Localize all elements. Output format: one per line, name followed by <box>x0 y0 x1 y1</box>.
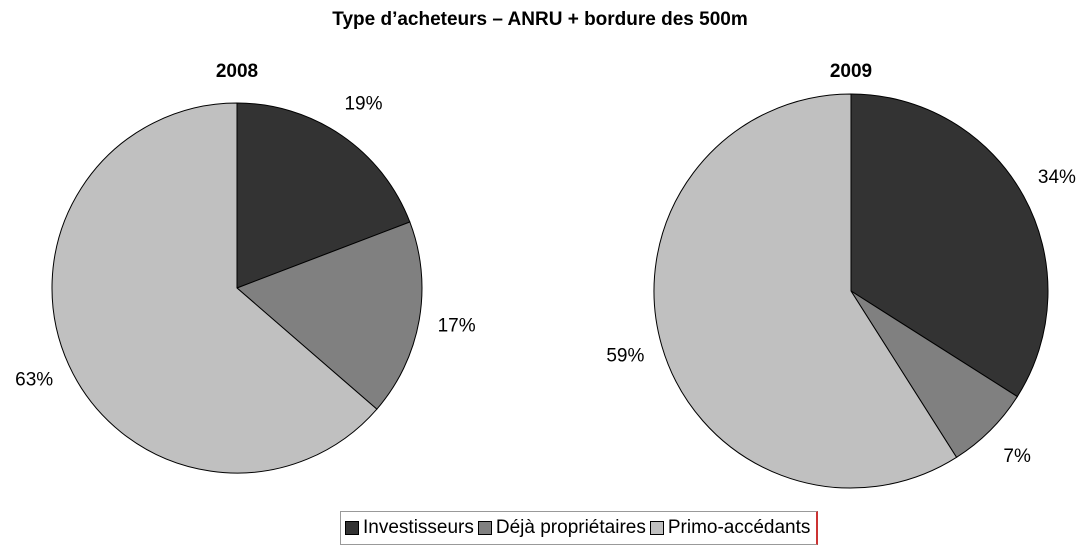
legend-item: Primo-accédants <box>649 517 811 539</box>
legend-label: Primo-accédants <box>667 517 811 538</box>
data-label: 59% <box>606 346 644 367</box>
legend-label: Investisseurs <box>363 517 474 538</box>
pie-title: 2009 <box>830 61 872 82</box>
legend-swatch <box>649 521 664 535</box>
pie-slice <box>51 102 378 474</box>
data-label: 19% <box>344 93 382 114</box>
legend-item: Déjà propriétaires <box>477 517 646 539</box>
data-label: 34% <box>1038 167 1076 188</box>
legend-label: Déjà propriétaires <box>495 517 646 538</box>
pie-slice <box>653 93 958 489</box>
pie-slice <box>850 93 1049 398</box>
pie-slice <box>236 102 411 289</box>
data-label: 63% <box>15 370 53 391</box>
data-label: 7% <box>1003 446 1031 467</box>
data-label: 17% <box>438 316 476 337</box>
pie-title: 2008 <box>216 61 258 82</box>
chart-title: Type d’acheteurs – ANRU + bordure des 50… <box>332 9 748 30</box>
legend-item: Investisseurs <box>345 517 474 539</box>
legend-swatch <box>477 521 492 535</box>
pie-slice <box>236 221 423 410</box>
legend-swatch <box>345 521 359 535</box>
legend: Investisseurs Déjà propriétaires Primo-acc… <box>340 511 819 545</box>
